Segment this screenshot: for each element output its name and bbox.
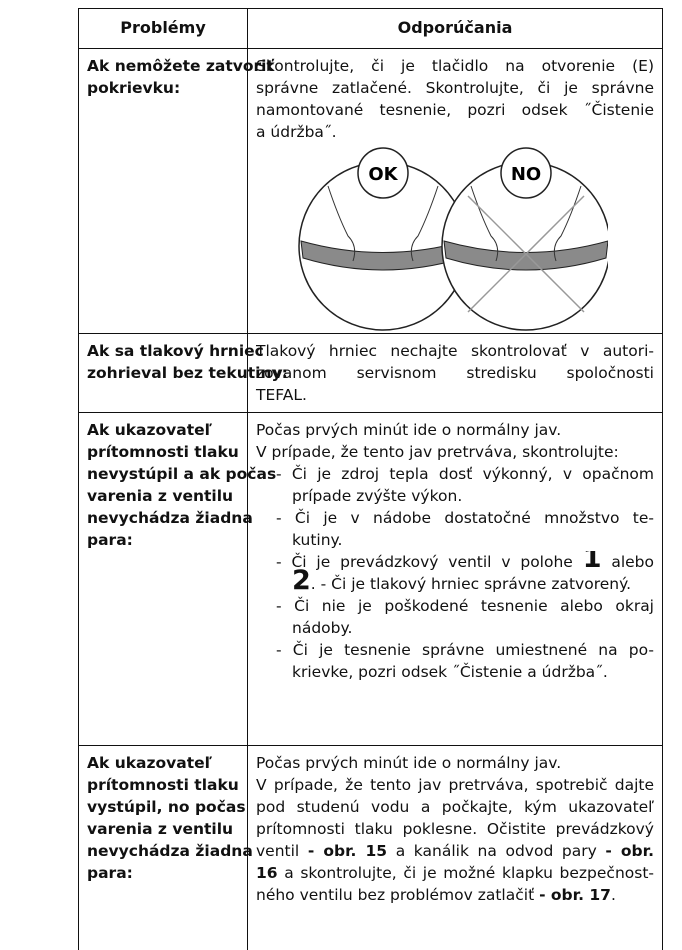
problem-line: zohrieval bez tekutiny: [87,364,288,382]
problem-line: Ak ukazovateľ [87,421,213,439]
hand [410,185,439,262]
text-line: - Či je v nádobe dostatočné množstvo te- [276,509,654,527]
text: alebo [601,553,654,571]
header-cell: Odporúčania [247,8,663,48]
text-line: pod studenú vodu a počkajte, kým ukazova… [256,798,654,816]
problem-line: prítomnosti tlaku [87,443,239,461]
text-line: prítomnosti tlaku poklesne. Očistite pre… [256,820,654,838]
text-line: prípade zvýšte výkon. [292,487,463,505]
text-line: a údržba˝. [256,123,337,141]
text-line: správne zatlačené. Skontrolujte, či je s… [256,79,654,97]
problem-line: Ak sa tlakový hrniec [87,342,264,360]
text-line: 16 a skontrolujte, či je možné klapku be… [256,862,654,884]
problem-line: varenia z ventilu [87,820,234,838]
problem-cell: Ak ukazovateľ prítomnosti tlaku nevystúpil… [78,412,277,745]
text-line: kutiny. [292,531,343,549]
problem-cell: Ak nemôžete zatvoriť pokrievku: [78,48,274,333]
text-line: V prípade, že tento jav pretrváva, spotr… [256,776,654,794]
text: . [610,886,616,904]
problem-line: para: [87,864,133,882]
text-line: krievke, pozri odsek ˝Čistenie a údržba˝… [292,663,608,681]
big-number: 1 [582,551,602,573]
problem-line: Ak ukazovateľ [87,754,213,772]
problem-line: para: [87,531,133,549]
text: - Či je prevádzkový ventil v polohe [276,553,583,571]
recommendation-cell: Počas prvých minút ide o normálny jav. V … [247,745,663,950]
problem-line: varenia z ventilu [87,487,234,505]
hand [470,185,499,262]
problem-line: pokrievku: [87,79,181,97]
text: ventil [256,842,308,860]
problem-line: Ak nemôžete zatvoriť [87,57,274,75]
text: ného ventilu bez problémov zatlačiť [256,886,540,904]
badge [500,147,552,199]
big-number: 2 [292,565,311,596]
text-line: Tlakový hrniec nechajte skontrolovať v a… [256,342,654,360]
text-line: - Či je tesnenie správne umiestnené na p… [276,641,654,659]
recommendation-cell: Tlakový hrniec nechajte skontrolovať v a… [247,333,663,412]
text: a kanálik na odvod pary [387,842,606,860]
text-line: ventil - obr. 15 a kanálik na odvod pary… [256,840,654,862]
lid-band [443,240,608,271]
text-line: 2. - Či je tlakový hrniec správne zatvor… [256,567,654,595]
text-line: - Či je zdroj tepla dosť výkonný, v opač… [276,465,654,483]
text-line: nádoby. [292,619,353,637]
text-line: Počas prvých minút ide o normálny jav. [256,754,562,772]
problem-line: prítomnosti tlaku [87,776,239,794]
text-line: namontované tesnenie, pozri odsek ˝Čiste… [256,101,654,119]
bold-text: - obr. 17 [539,886,611,904]
problem-cell: Ak ukazovateľ prítomnosti tlaku vystúpil, … [78,745,253,950]
bold-text: - obr. [605,842,654,860]
recommendation-cell: Skontrolujte, či je tlačidlo na otvoreni… [247,48,663,333]
badge [357,147,409,199]
text: a skontrolujte, či je možné klapku bezpe… [277,864,654,882]
text-line: V prípade, že tento jav pretrváva, skont… [256,443,619,461]
problem-cell: Ak sa tlakový hrniec zohrieval bez tekuti… [78,333,288,412]
text-line: - Či je prevádzkový ventil v polohe 1 al… [256,551,654,573]
problem-line: nevychádza žiadna [87,509,253,527]
text-line: zovanom servisnom stredisku spoločnosti [256,364,654,382]
bold-text: - obr. 15 [307,842,388,860]
problem-line: nevychádza žiadna [87,842,253,860]
hand [327,185,356,262]
text-line: Počas prvých minút ide o normálny jav. [256,421,562,439]
badge-label: OK [368,164,398,185]
recommendation-cell: Počas prvých minút ide o normálny jav. V … [247,412,663,745]
header-cell: Problémy [78,8,247,48]
illustration: OK NO [298,147,608,331]
hand [553,185,582,262]
text-line: - Či nie je poškodené tesnenie alebo okr… [276,597,654,615]
text: . - Či je tlakový hrniec správne zatvore… [310,575,631,593]
bold-text: 16 [256,864,278,882]
text-line: Skontrolujte, či je tlačidlo na otvoreni… [256,57,654,75]
text-line: ného ventilu bez problémov zatlačiť - ob… [256,884,654,906]
problem-line: vystúpil, no počas [87,798,246,816]
problem-line: nevystúpil a ak počas [87,465,277,483]
badge-label: NO [511,164,541,185]
cross [467,195,585,313]
text-line: TEFAL. [256,386,307,404]
